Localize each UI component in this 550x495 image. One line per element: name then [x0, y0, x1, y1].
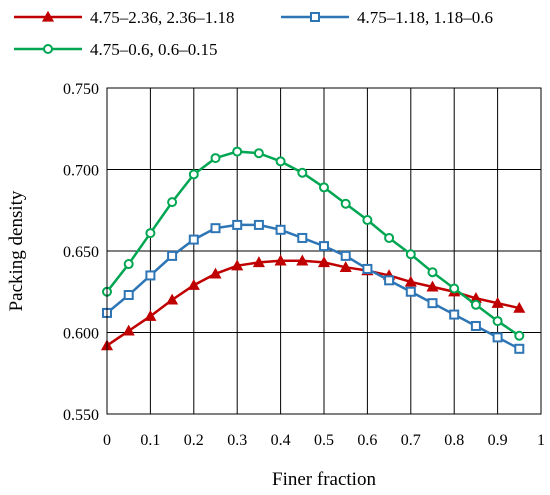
x-axis-label: Finer fraction [272, 469, 376, 490]
data-point [297, 232, 308, 243]
data-point [231, 259, 244, 271]
x-tick-label: 0.8 [444, 432, 464, 449]
plot-area-border [106, 87, 542, 415]
data-point [339, 261, 352, 272]
data-point [252, 256, 265, 268]
x-tick-label: 0 [103, 432, 111, 449]
legend-swatch-marker [310, 12, 320, 22]
data-point [187, 279, 200, 290]
data-point [122, 324, 135, 336]
data-point [404, 275, 417, 287]
y-tick-label: 0.600 [63, 326, 99, 343]
legend-label: 4.75–0.6, 0.6–0.15 [90, 40, 218, 59]
x-tick-label: 0.6 [357, 432, 377, 449]
x-tick-label: 0.1 [140, 432, 160, 449]
legend-entry-2: 4.75–1.18, 1.18–0.6 [281, 8, 493, 27]
y-tick-label: 0.650 [63, 244, 99, 261]
data-point [123, 259, 134, 270]
data-point [384, 232, 395, 243]
data-point [210, 223, 221, 234]
data-point [362, 263, 373, 274]
legend-swatch-marker [41, 10, 55, 22]
data-point [470, 320, 481, 331]
data-point [427, 267, 438, 278]
data-point [275, 156, 286, 167]
data-point [145, 270, 156, 281]
data-point [297, 167, 308, 178]
series-2 [102, 219, 525, 354]
data-point [144, 309, 157, 321]
x-tick-label: 0.7 [401, 432, 421, 449]
data-point [167, 250, 178, 261]
legend-entry-3: 4.75–0.6, 0.6–0.15 [14, 40, 218, 59]
x-tick-label: 0.2 [184, 432, 204, 449]
data-point [210, 153, 221, 164]
data-point [492, 316, 503, 327]
x-tick-label: 0.3 [227, 432, 247, 449]
data-point [232, 146, 243, 157]
x-tick-label: 0.9 [488, 432, 508, 449]
legend-label: 4.75–1.18, 1.18–0.6 [357, 8, 493, 27]
data-point [166, 293, 179, 305]
data-point [145, 228, 156, 239]
x-tick-label: 1 [537, 432, 545, 449]
data-point [209, 267, 222, 279]
data-point [405, 249, 416, 260]
data-point [319, 241, 329, 252]
data-point [232, 219, 243, 230]
data-point [340, 198, 351, 209]
data-point [449, 283, 460, 294]
tick-labels: 0 0.1 0.2 0.3 0.4 0.5 0.6 0.7 0.8 0.9 1 0.550 0.600 0… [63, 81, 545, 449]
y-axis-label: Packing density [6, 190, 27, 311]
data-point [253, 219, 264, 230]
x-tick-label: 0.4 [271, 432, 291, 449]
legend-entry-1: 4.75–2.36, 2.36–1.18 [14, 8, 235, 27]
data-point [470, 299, 481, 310]
data-point [123, 290, 134, 301]
data-point [427, 298, 438, 309]
data-point [492, 332, 503, 343]
data-point [253, 148, 264, 159]
data-point [384, 275, 395, 286]
data-point [188, 234, 199, 245]
legend: 4.75–2.36, 2.36–1.18 4.75–1.18, 1.18–0.6 4… [14, 8, 493, 59]
data-point [340, 250, 351, 261]
y-tick-label: 0.700 [63, 163, 99, 180]
series-1 [100, 254, 526, 351]
data-point [514, 343, 525, 354]
series-3 [102, 146, 525, 341]
data-point [362, 215, 373, 226]
data-point [274, 254, 287, 266]
data-point [319, 182, 329, 193]
data-point [513, 301, 526, 313]
data-point [296, 254, 309, 266]
legend-swatch-marker [43, 44, 53, 54]
data-point [167, 197, 178, 208]
data-point [275, 224, 286, 235]
data-point [514, 330, 525, 341]
y-tick-label: 0.550 [63, 407, 99, 424]
data-point [188, 169, 199, 180]
data-point [317, 256, 331, 268]
data-point [491, 296, 504, 308]
series-line [106, 150, 521, 337]
x-tick-label: 0.5 [314, 432, 334, 449]
data-point [449, 309, 460, 320]
data-point [426, 280, 439, 292]
data-point [405, 286, 416, 297]
series-layer [100, 146, 526, 354]
y-tick-label: 0.750 [63, 81, 99, 98]
legend-label: 4.75–2.36, 2.36–1.18 [90, 8, 235, 27]
